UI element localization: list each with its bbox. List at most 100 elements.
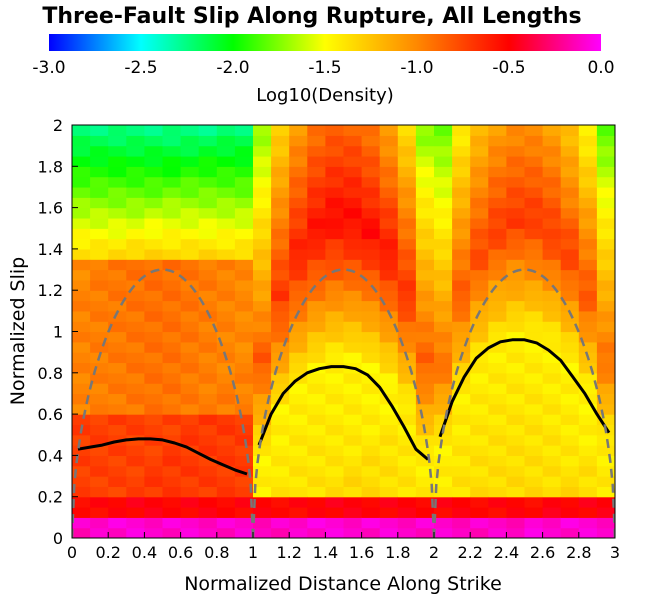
heatmap-cell: [578, 310, 598, 322]
heatmap-cell: [379, 300, 399, 312]
heatmap-cell: [343, 507, 363, 518]
heatmap-cell: [415, 186, 435, 198]
heatmap-cell: [361, 445, 381, 456]
heatmap-cell: [415, 341, 435, 353]
heatmap-cell: [126, 238, 145, 250]
heatmap-cell: [397, 331, 417, 343]
heatmap-cell: [379, 476, 399, 487]
heatmap-cell: [488, 507, 507, 518]
heatmap-cell: [596, 125, 615, 136]
x-tick-label: 3: [610, 543, 620, 562]
heatmap-cell: [108, 197, 127, 209]
heatmap-cell: [524, 486, 544, 498]
heatmap-cell: [289, 228, 308, 240]
heatmap-cell: [506, 424, 526, 436]
heatmap-cell: [180, 496, 200, 508]
heatmap-cell: [108, 155, 127, 167]
heatmap-cell: [560, 445, 580, 456]
heatmap-cell: [90, 434, 109, 446]
heatmap-cell: [578, 383, 598, 395]
heatmap-cell: [506, 517, 526, 529]
heatmap-cell: [470, 217, 489, 229]
heatmap-cell: [162, 217, 182, 229]
heatmap-cell: [343, 145, 363, 157]
heatmap-cell: [578, 424, 598, 436]
heatmap-cell: [234, 279, 254, 291]
heatmap-cell: [434, 248, 453, 260]
heatmap-cell: [271, 228, 290, 240]
heatmap-cell: [542, 331, 562, 343]
heatmap-cell: [560, 176, 580, 188]
heatmap-cell: [144, 341, 164, 353]
heatmap-cell: [108, 383, 127, 395]
heatmap-cell: [415, 197, 435, 209]
heatmap-cell: [343, 331, 363, 343]
heatmap-cell: [162, 331, 182, 343]
heatmap-cell: [397, 362, 417, 374]
heatmap-cell: [524, 465, 544, 477]
heatmap-cell: [578, 248, 598, 260]
heatmap-cell: [524, 527, 544, 538]
mean-slip-curve: [257, 365, 429, 461]
heatmap-cell: [434, 125, 453, 136]
heatmap-cell: [180, 424, 200, 436]
heatmap-cell: [144, 455, 164, 467]
heatmap-cell: [307, 269, 326, 281]
heatmap-cell: [596, 300, 615, 312]
heatmap-cell: [72, 383, 91, 395]
heatmap-cell: [343, 424, 363, 436]
heatmap-cell: [361, 228, 381, 240]
heatmap-cell: [578, 217, 598, 229]
heatmap-cell: [162, 155, 182, 167]
heatmap-cell: [144, 424, 164, 436]
heatmap-cell: [361, 238, 381, 250]
heatmap-cell: [542, 279, 562, 291]
heatmap-cell: [434, 166, 453, 178]
heatmap-cell: [379, 352, 399, 364]
heatmap-cell: [560, 269, 580, 281]
heatmap-cell: [524, 279, 544, 291]
heatmap-cell: [560, 372, 580, 384]
heatmap-cell: [234, 228, 254, 240]
heatmap-cell: [578, 517, 598, 529]
heatmap-cell: [162, 176, 182, 188]
heatmap-cell: [397, 476, 417, 487]
heatmap-cell: [596, 228, 615, 240]
heatmap-cell: [415, 248, 435, 260]
heatmap-cell: [234, 527, 254, 538]
heatmap-cell: [470, 486, 489, 498]
heatmap-cell: [144, 166, 164, 178]
heatmap-cell: [578, 228, 598, 240]
heatmap-cell: [542, 341, 562, 353]
y-tick-label: 1.2: [38, 281, 63, 300]
heatmap-cell: [397, 279, 417, 291]
heatmap-cell: [397, 372, 417, 384]
heatmap-cell: [216, 414, 236, 426]
heatmap-cell: [144, 403, 164, 415]
heatmap-cell: [325, 217, 345, 229]
heatmap-cell: [434, 186, 453, 198]
heatmap-cell: [560, 321, 580, 333]
heatmap-cell: [307, 331, 326, 343]
x-tick-label: 0: [67, 543, 77, 562]
heatmap-cell: [560, 476, 580, 487]
heatmap-cell: [470, 362, 489, 374]
heatmap-cell: [253, 217, 272, 229]
heatmap-cell: [343, 496, 363, 508]
heatmap-cell: [361, 507, 381, 518]
heatmap-cell: [253, 321, 272, 333]
heatmap-cell: [488, 362, 507, 374]
heatmap-cell: [470, 445, 489, 456]
heatmap-cell: [506, 279, 526, 291]
heatmap-cell: [524, 424, 544, 436]
heatmap-cell: [289, 434, 308, 446]
heatmap-cell: [379, 496, 399, 508]
heatmap-cell: [271, 269, 290, 281]
heatmap-cell: [198, 414, 218, 426]
x-tick-label: 0.4: [132, 543, 157, 562]
heatmap-cell: [144, 414, 164, 426]
heatmap-cell: [434, 476, 453, 487]
heatmap-cell: [506, 145, 526, 157]
heatmap-cell: [162, 145, 182, 157]
heatmap-cell: [325, 300, 345, 312]
